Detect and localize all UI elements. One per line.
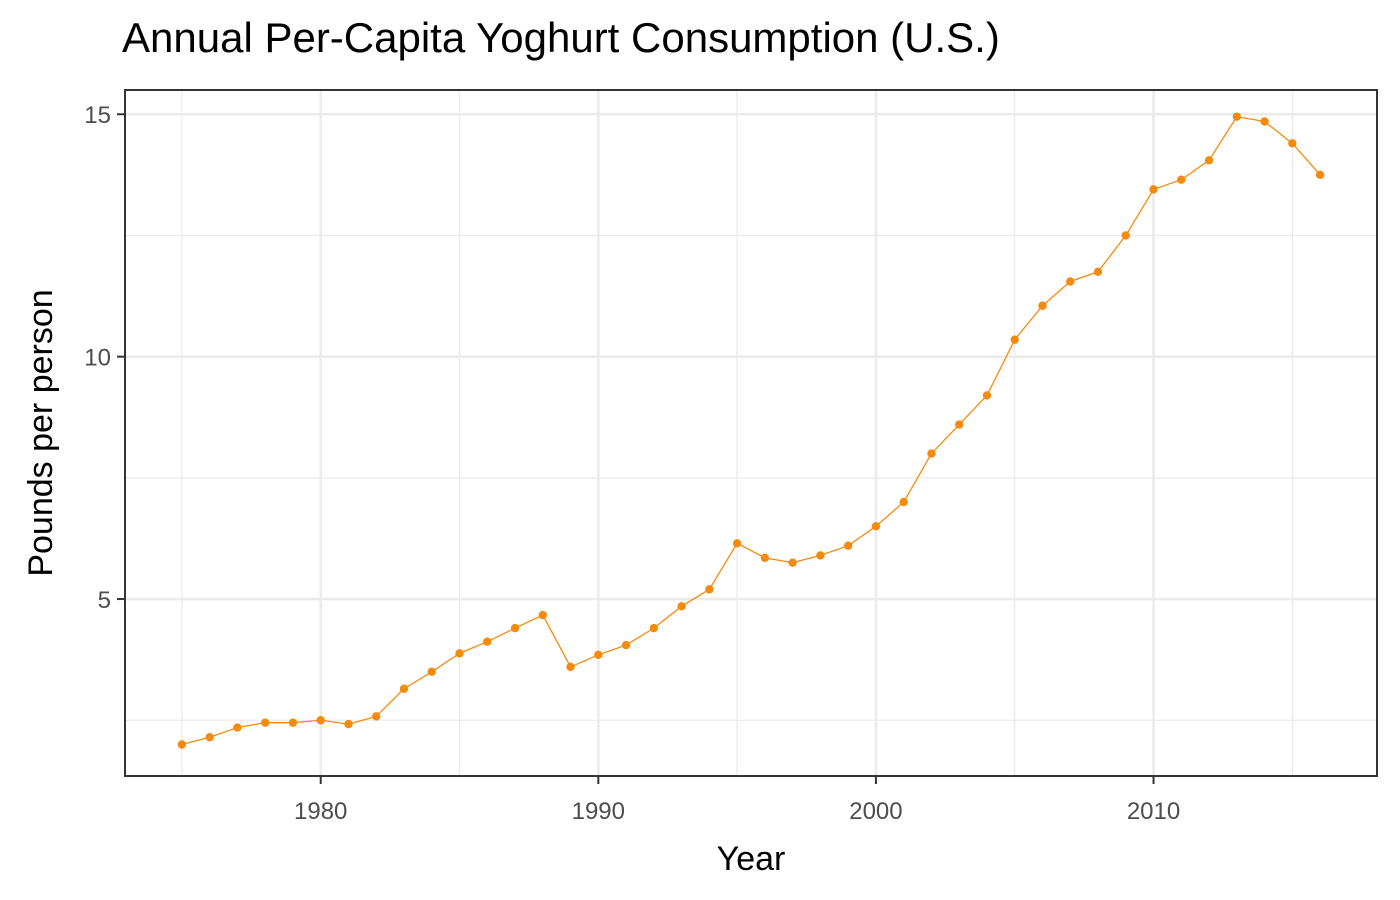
data-series	[177, 112, 1325, 749]
x-tick-label: 2000	[849, 798, 902, 825]
data-point	[705, 585, 714, 594]
data-point	[1010, 335, 1019, 344]
data-point	[510, 623, 520, 633]
data-point	[1177, 175, 1186, 184]
data-point	[288, 718, 298, 727]
data-point	[843, 541, 853, 550]
data-point	[260, 718, 270, 727]
axis-ticks: 1980 1990 2000 2010 5 10 15	[84, 102, 1180, 825]
x-tick-label: 1980	[294, 798, 347, 825]
data-point	[1232, 112, 1242, 121]
data-point	[982, 391, 992, 400]
data-point	[732, 539, 742, 548]
data-point	[1315, 170, 1325, 180]
x-tick-label: 1990	[572, 798, 625, 825]
data-point	[427, 667, 436, 676]
x-axis-title: Year	[717, 840, 786, 878]
y-tick-label: 5	[98, 587, 111, 614]
data-point	[1204, 156, 1214, 165]
data-point	[899, 497, 908, 507]
data-point	[788, 558, 797, 567]
data-point	[1260, 117, 1269, 126]
data-point	[455, 649, 464, 658]
series-line	[181, 115, 1321, 746]
data-point	[760, 553, 770, 563]
data-point	[233, 723, 242, 732]
data-point	[483, 637, 492, 646]
x-tick-label: 2010	[1127, 798, 1180, 825]
data-point	[1038, 301, 1047, 310]
data-point	[1121, 231, 1130, 240]
chart-title: Annual Per-Capita Yoghurt Consumption (U…	[122, 14, 1000, 61]
data-point	[205, 733, 214, 742]
data-point	[316, 716, 325, 725]
data-point	[621, 640, 631, 650]
panel-border	[124, 89, 1378, 777]
data-point	[344, 719, 353, 729]
y-tick-label: 10	[84, 345, 111, 372]
data-point	[1093, 267, 1103, 277]
y-tick-label: 15	[84, 102, 111, 129]
grid-lines	[125, 90, 1377, 776]
data-point	[1066, 277, 1075, 286]
data-point	[677, 602, 686, 611]
data-point	[1288, 139, 1297, 148]
data-point	[927, 449, 936, 458]
data-point	[594, 650, 603, 659]
data-point	[871, 522, 881, 531]
data-point	[566, 662, 575, 672]
data-point	[538, 610, 547, 620]
data-point	[816, 551, 825, 560]
data-point	[372, 712, 381, 721]
data-point	[955, 420, 964, 429]
data-point	[649, 623, 659, 633]
data-point	[1149, 185, 1158, 194]
y-axis-title: Pounds per person	[22, 289, 60, 576]
data-point	[399, 684, 409, 693]
data-point	[177, 740, 187, 749]
